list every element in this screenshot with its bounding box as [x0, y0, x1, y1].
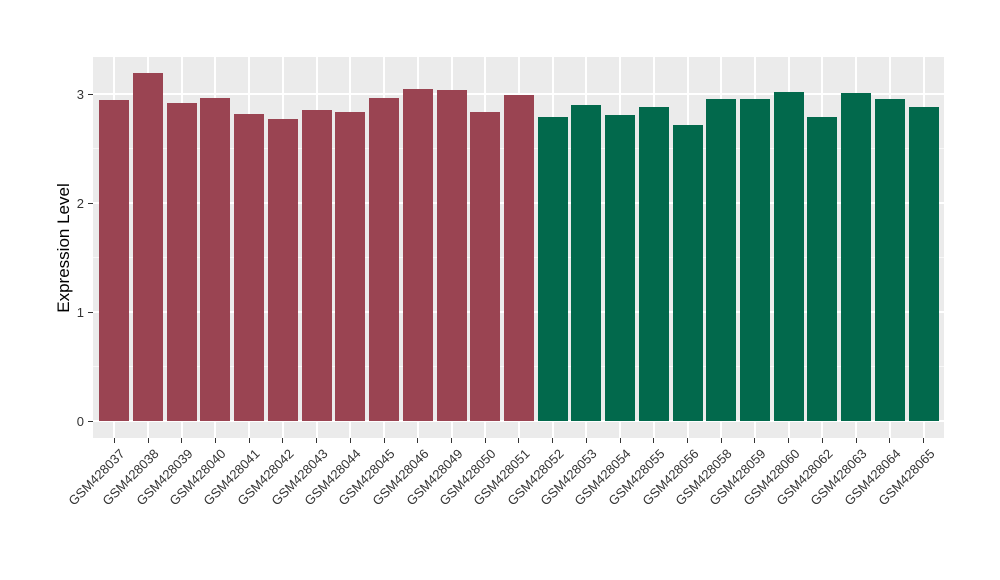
bar-GSM428054 — [605, 114, 636, 421]
y-tick-mark — [88, 311, 93, 313]
x-tick-mark — [687, 438, 689, 443]
bar-GSM428041 — [234, 113, 265, 421]
bar-GSM428055 — [638, 107, 669, 421]
bar-GSM428037 — [99, 99, 130, 421]
y-tick-mark — [88, 202, 93, 204]
bar-GSM428063 — [841, 93, 872, 421]
x-tick-mark — [619, 438, 621, 443]
x-tick-mark — [214, 438, 216, 443]
x-tick-mark — [754, 438, 756, 443]
plot-panel — [93, 57, 944, 438]
x-tick-mark — [316, 438, 318, 443]
x-tick-mark — [349, 438, 351, 443]
x-tick-mark — [720, 438, 722, 443]
bar-GSM428042 — [267, 119, 298, 421]
x-tick-mark — [181, 438, 183, 443]
y-tick-mark — [88, 93, 93, 95]
x-tick-mark — [484, 438, 486, 443]
bar-GSM428045 — [369, 97, 400, 421]
x-tick-mark — [855, 438, 857, 443]
y-tick-label: 1 — [76, 304, 84, 320]
x-tick-mark — [552, 438, 554, 443]
bar-GSM428056 — [672, 124, 703, 421]
x-tick-mark — [821, 438, 823, 443]
x-tick-mark — [113, 438, 115, 443]
bar-GSM428062 — [807, 117, 838, 421]
bar-GSM428052 — [537, 117, 568, 421]
bar-GSM428046 — [402, 88, 433, 421]
bar-GSM428060 — [773, 92, 804, 421]
y-tick-mark — [88, 420, 93, 422]
x-tick-mark — [417, 438, 419, 443]
bar-GSM428065 — [908, 107, 939, 421]
x-tick-mark — [923, 438, 925, 443]
bar-GSM428043 — [301, 109, 332, 421]
x-tick-mark — [147, 438, 149, 443]
bar-GSM428053 — [571, 105, 602, 421]
bar-GSM428039 — [166, 103, 197, 421]
bar-GSM428044 — [335, 111, 366, 421]
bar-GSM428038 — [133, 72, 164, 421]
x-tick-mark — [653, 438, 655, 443]
x-tick-mark — [518, 438, 520, 443]
bar-GSM428059 — [739, 98, 770, 421]
bar-GSM428058 — [706, 98, 737, 421]
y-tick-label: 0 — [76, 413, 84, 429]
bar-GSM428050 — [470, 111, 501, 421]
bar-GSM428051 — [503, 95, 534, 421]
x-tick-mark — [451, 438, 452, 443]
y-tick-label: 3 — [76, 86, 84, 102]
bar-GSM428064 — [874, 98, 905, 421]
x-tick-mark — [585, 438, 587, 443]
bar-GSM428049 — [436, 89, 467, 421]
x-tick-mark — [383, 438, 385, 443]
y-tick-label: 2 — [76, 195, 84, 211]
x-tick-mark — [248, 438, 250, 443]
x-tick-mark — [788, 438, 790, 443]
bar-GSM428040 — [200, 97, 231, 421]
x-tick-mark — [889, 438, 891, 443]
x-tick-mark — [282, 438, 284, 443]
